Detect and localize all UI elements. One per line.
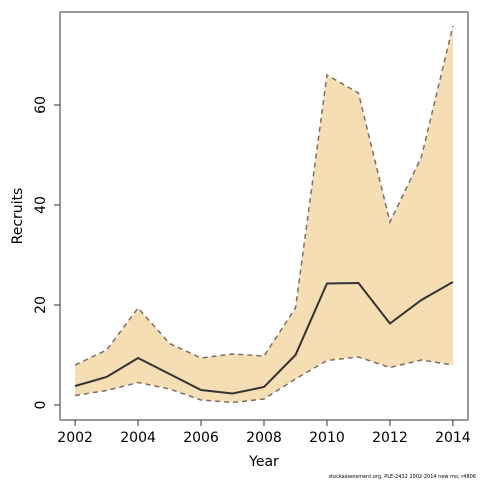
lower-bound bbox=[74, 356, 454, 404]
x-tick-label: 2006 bbox=[183, 430, 219, 446]
y-tick-label: 60 bbox=[33, 96, 49, 114]
estimate-line bbox=[74, 281, 454, 395]
x-tick-label: 2010 bbox=[309, 430, 345, 446]
upper-bound bbox=[74, 25, 454, 366]
y-tick-label: 40 bbox=[33, 196, 49, 214]
footnote: stockassessment.org, PLE-2432 2002-2014 … bbox=[328, 474, 476, 480]
y-tick-label: 0 bbox=[33, 401, 49, 410]
x-tick-label: 2002 bbox=[57, 430, 93, 446]
x-axis-label: Year bbox=[248, 454, 279, 470]
x-tick-label: 2014 bbox=[435, 430, 471, 446]
y-axis-label: Recruits bbox=[10, 188, 26, 245]
x-tick-label: 2004 bbox=[120, 430, 156, 446]
confidence-band bbox=[75, 26, 453, 403]
y-tick-label: 20 bbox=[33, 296, 49, 314]
x-tick-label: 2012 bbox=[372, 430, 408, 446]
x-tick-label: 2008 bbox=[246, 430, 282, 446]
